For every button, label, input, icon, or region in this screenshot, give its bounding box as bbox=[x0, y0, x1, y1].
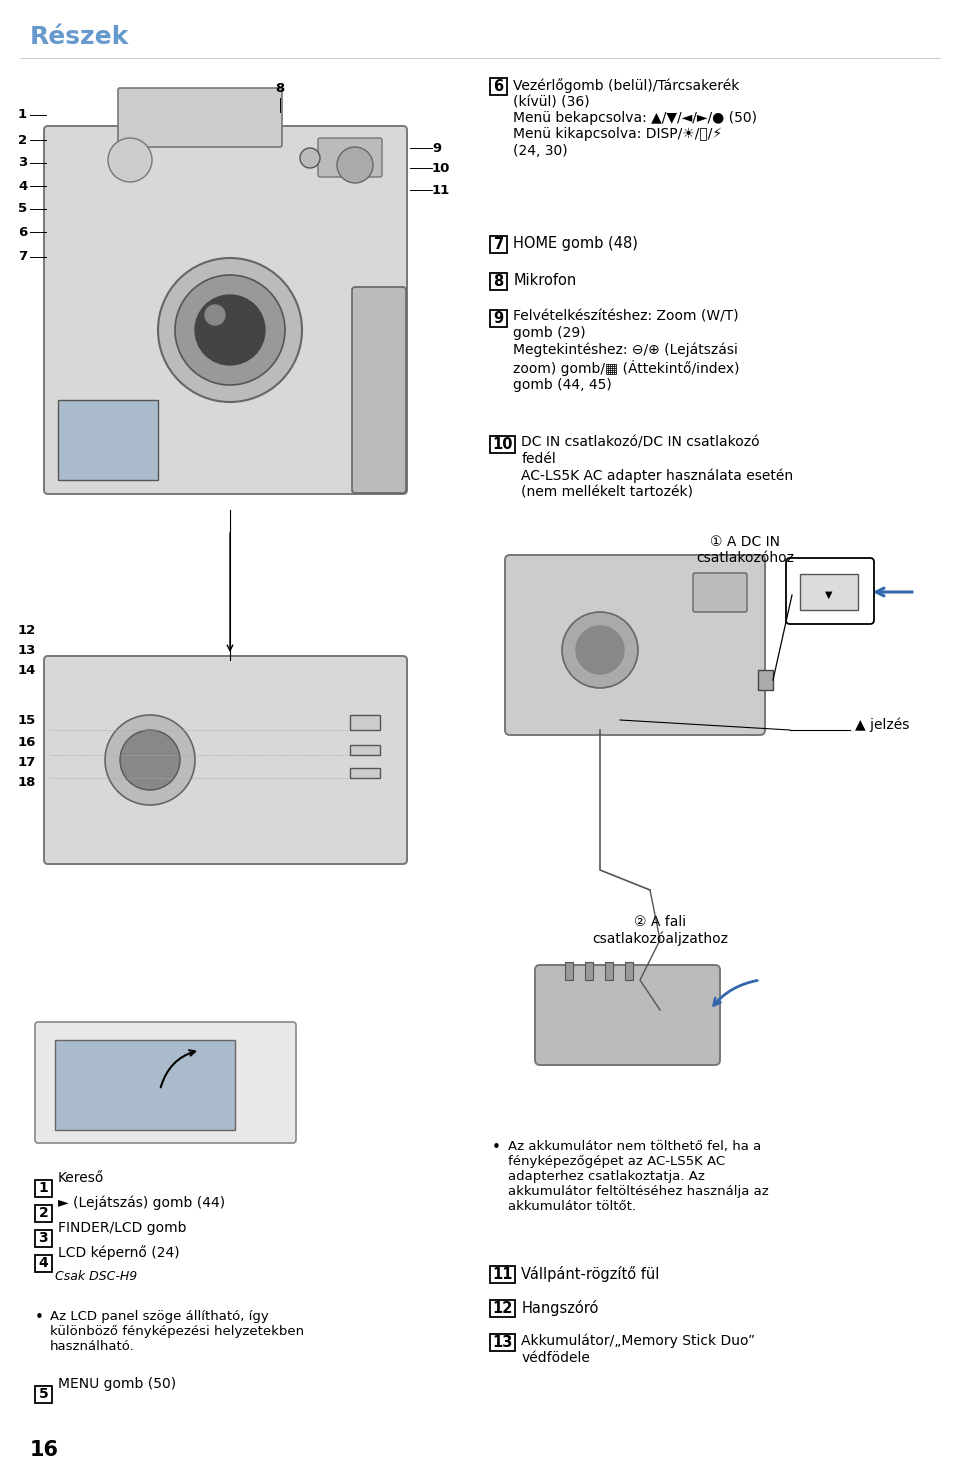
Circle shape bbox=[337, 147, 373, 182]
Circle shape bbox=[120, 731, 180, 790]
Text: ② A fali
csatlakozóaljzathoz: ② A fali csatlakozóaljzathoz bbox=[592, 914, 728, 946]
Bar bbox=[490, 1266, 516, 1283]
Text: 3: 3 bbox=[18, 157, 27, 169]
Text: 7: 7 bbox=[493, 237, 504, 252]
Bar bbox=[490, 273, 507, 290]
Bar bbox=[35, 1255, 52, 1272]
Bar bbox=[490, 236, 507, 253]
Text: 4: 4 bbox=[38, 1257, 48, 1270]
Bar bbox=[35, 1386, 52, 1402]
Text: •: • bbox=[492, 1140, 501, 1154]
Circle shape bbox=[300, 148, 320, 167]
FancyBboxPatch shape bbox=[535, 965, 720, 1066]
FancyBboxPatch shape bbox=[786, 559, 874, 624]
Bar bbox=[58, 400, 158, 480]
Bar bbox=[490, 1334, 516, 1352]
Bar bbox=[758, 670, 773, 691]
Text: 4: 4 bbox=[18, 179, 27, 193]
Text: 8: 8 bbox=[276, 82, 284, 95]
Text: 2: 2 bbox=[18, 133, 27, 147]
Text: 9: 9 bbox=[432, 141, 442, 154]
Text: 1: 1 bbox=[18, 108, 27, 122]
Text: 13: 13 bbox=[18, 643, 36, 657]
Text: 9: 9 bbox=[493, 311, 504, 326]
Text: 15: 15 bbox=[18, 713, 36, 726]
Text: 5: 5 bbox=[38, 1387, 48, 1402]
Text: ▼: ▼ bbox=[826, 590, 832, 600]
Text: 11: 11 bbox=[432, 184, 450, 197]
FancyBboxPatch shape bbox=[44, 657, 407, 864]
Text: 13: 13 bbox=[492, 1335, 513, 1350]
Circle shape bbox=[158, 258, 302, 402]
Text: 12: 12 bbox=[18, 624, 36, 636]
Text: Az LCD panel szöge állítható, így
különböző fényképezési helyzetekben
használhat: Az LCD panel szöge állítható, így különb… bbox=[50, 1310, 304, 1353]
Circle shape bbox=[562, 612, 638, 688]
FancyBboxPatch shape bbox=[35, 1023, 296, 1143]
Text: HOME gomb (48): HOME gomb (48) bbox=[514, 236, 638, 250]
Text: ▲ jelzés: ▲ jelzés bbox=[855, 717, 909, 732]
Text: MENU gomb (50): MENU gomb (50) bbox=[58, 1377, 176, 1392]
Circle shape bbox=[576, 625, 624, 674]
Text: LCD képernő (24): LCD képernő (24) bbox=[58, 1245, 180, 1260]
Circle shape bbox=[175, 276, 285, 385]
Bar bbox=[625, 962, 633, 980]
Bar bbox=[490, 436, 516, 453]
Bar bbox=[605, 962, 613, 980]
Bar bbox=[350, 714, 380, 731]
FancyBboxPatch shape bbox=[693, 574, 747, 612]
Text: 1: 1 bbox=[38, 1181, 48, 1196]
Text: Csak DSC-H9: Csak DSC-H9 bbox=[55, 1270, 137, 1283]
Circle shape bbox=[195, 295, 265, 365]
Bar bbox=[565, 962, 573, 980]
Text: 5: 5 bbox=[18, 203, 27, 215]
Bar bbox=[35, 1205, 52, 1221]
Text: 14: 14 bbox=[18, 664, 36, 676]
Text: 10: 10 bbox=[432, 162, 450, 175]
Text: FINDER/LCD gomb: FINDER/LCD gomb bbox=[58, 1221, 186, 1235]
Bar bbox=[490, 79, 507, 95]
Circle shape bbox=[105, 714, 195, 805]
Text: ► (Lejátszás) gomb (44): ► (Lejátszás) gomb (44) bbox=[58, 1196, 225, 1211]
Bar bbox=[35, 1180, 52, 1196]
Text: 10: 10 bbox=[492, 437, 513, 452]
Text: Kereső: Kereső bbox=[58, 1171, 104, 1186]
Bar bbox=[490, 310, 507, 328]
Text: •: • bbox=[35, 1310, 44, 1325]
Text: Az akkumulátor nem tölthető fel, ha a
fényképezőgépet az AC-LS5K AC
adapterhez c: Az akkumulátor nem tölthető fel, ha a fé… bbox=[508, 1140, 769, 1214]
Text: Vezérlőgomb (belül)/Tárcsakerék
(kívül) (36)
Menü bekapcsolva: ▲/▼/◄/►/● (50)
Me: Vezérlőgomb (belül)/Tárcsakerék (kívül) … bbox=[514, 79, 757, 157]
Text: 16: 16 bbox=[30, 1441, 59, 1460]
Bar bbox=[490, 1300, 516, 1317]
Text: 11: 11 bbox=[492, 1267, 513, 1282]
Text: 6: 6 bbox=[18, 225, 27, 239]
Text: 8: 8 bbox=[493, 274, 504, 289]
Text: Felvételkészítéshez: Zoom (W/T)
gomb (29)
Megtekintéshez: ⊖/⊕ (Lejátszási
zoom) : Felvételkészítéshez: Zoom (W/T) gomb (29… bbox=[514, 310, 740, 391]
Text: DC IN csatlakozó/DC IN csatlakozó
fedél
AC-LS5K AC adapter használata esetén
(ne: DC IN csatlakozó/DC IN csatlakozó fedél … bbox=[521, 436, 793, 499]
Text: 7: 7 bbox=[18, 250, 27, 264]
Text: 16: 16 bbox=[18, 735, 36, 748]
Text: Mikrofon: Mikrofon bbox=[514, 273, 577, 288]
Circle shape bbox=[108, 138, 152, 182]
FancyBboxPatch shape bbox=[352, 288, 406, 494]
Text: 2: 2 bbox=[38, 1206, 48, 1220]
Text: ① A DC IN
csatlakozóhoz: ① A DC IN csatlakozóhoz bbox=[696, 535, 794, 565]
Text: Hangszóró: Hangszóró bbox=[521, 1300, 599, 1316]
Text: 6: 6 bbox=[493, 79, 504, 95]
Bar bbox=[350, 768, 380, 778]
Text: Vállpánt-rögzítő fül: Vállpánt-rögzítő fül bbox=[521, 1266, 660, 1282]
FancyBboxPatch shape bbox=[118, 87, 282, 147]
Text: 3: 3 bbox=[38, 1232, 48, 1245]
FancyBboxPatch shape bbox=[318, 138, 382, 176]
Text: 12: 12 bbox=[492, 1301, 513, 1316]
Bar bbox=[350, 745, 380, 754]
Bar bbox=[55, 1040, 235, 1129]
Text: Akkumulátor/„Memory Stick Duo”
védfödele: Akkumulátor/„Memory Stick Duo” védfödele bbox=[521, 1334, 756, 1365]
Text: 17: 17 bbox=[18, 756, 36, 769]
Bar bbox=[585, 962, 593, 980]
FancyBboxPatch shape bbox=[505, 554, 765, 735]
Text: 18: 18 bbox=[18, 775, 36, 788]
Text: Részek: Részek bbox=[30, 25, 130, 49]
FancyBboxPatch shape bbox=[44, 126, 407, 494]
Bar bbox=[800, 574, 858, 611]
Circle shape bbox=[205, 305, 225, 325]
Bar bbox=[35, 1230, 52, 1246]
